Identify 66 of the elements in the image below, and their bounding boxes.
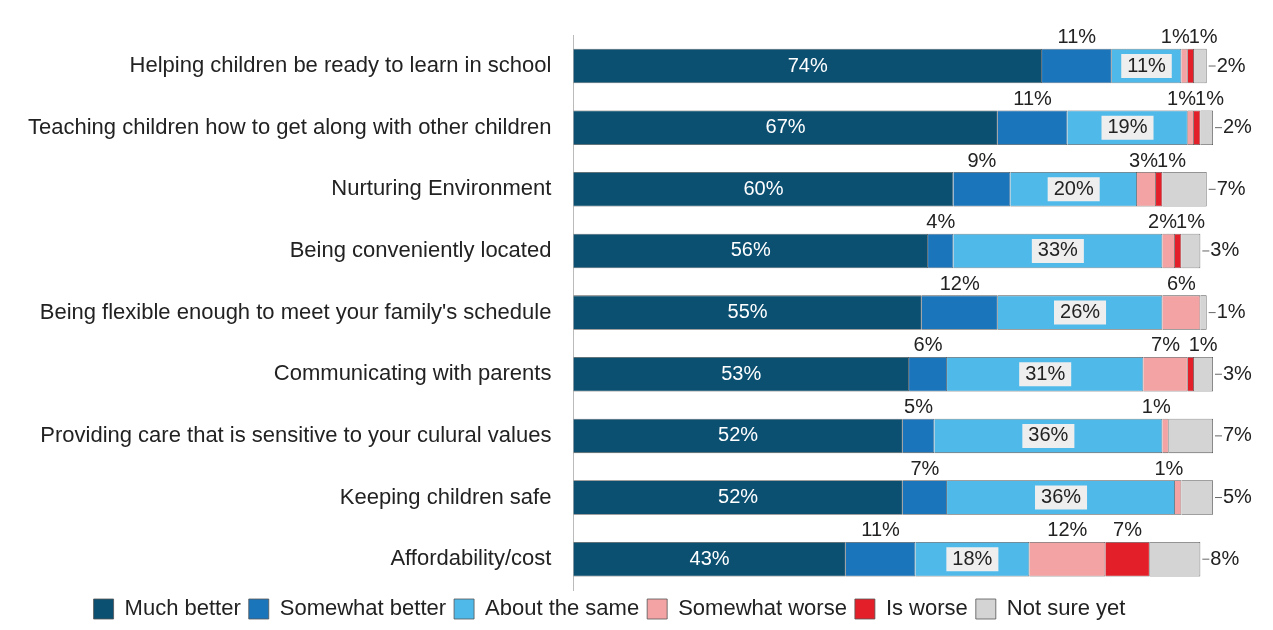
- y-tick-label: Teaching children how to get along with other children: [28, 113, 552, 139]
- legend-label: About the same: [485, 595, 640, 621]
- y-tick-label: Affordability/cost: [390, 545, 552, 571]
- y-tick-label: Being conveniently located: [289, 237, 552, 263]
- legend-label: Much better: [124, 595, 241, 621]
- data-label: 33%: [1037, 238, 1079, 261]
- data-label: 2%: [1223, 115, 1253, 138]
- data-label: 6%: [1166, 271, 1197, 294]
- data-label: 1%: [1167, 86, 1197, 109]
- y-tick-label: Communicating with parents: [273, 360, 552, 386]
- data-label: 7%: [1151, 333, 1181, 356]
- data-label: 1%: [1141, 395, 1171, 418]
- data-label: 52%: [718, 423, 759, 446]
- data-label: 1%: [1188, 25, 1218, 48]
- data-label: 11%: [1057, 25, 1097, 48]
- data-label: 1%: [1216, 300, 1246, 323]
- data-label: 1%: [1160, 25, 1190, 48]
- data-label: 1%: [1157, 148, 1187, 171]
- data-label: 9%: [967, 148, 997, 171]
- data-label: 7%: [910, 456, 940, 479]
- data-label: 43%: [689, 546, 730, 569]
- data-label: 67%: [765, 115, 806, 138]
- data-label: 31%: [1025, 361, 1066, 384]
- data-label: 56%: [730, 238, 771, 261]
- legend-label: Is worse: [885, 595, 968, 621]
- y-tick-label: Being flexible enough to meet your family's schedule: [39, 298, 552, 324]
- data-label: 6%: [913, 333, 943, 356]
- data-label: 26%: [1060, 300, 1101, 323]
- data-label: 3%: [1129, 148, 1159, 171]
- data-label: 8%: [1210, 546, 1240, 569]
- data-label: 4%: [926, 210, 956, 233]
- y-tick-label: Nurturing Environment: [331, 175, 552, 201]
- data-label: 60%: [743, 176, 784, 199]
- data-label: 74%: [787, 53, 828, 76]
- data-label: 7%: [1113, 518, 1143, 541]
- data-label: 11%: [861, 518, 901, 541]
- data-label: 1%: [1176, 210, 1206, 233]
- y-tick-label: Helping children be ready to learn in school: [129, 52, 552, 78]
- data-label: 36%: [1041, 485, 1082, 508]
- data-label: 19%: [1107, 115, 1148, 138]
- y-tick-label: Keeping children safe: [339, 483, 552, 509]
- data-label: 2%: [1216, 53, 1246, 76]
- data-label: 7%: [1216, 176, 1246, 199]
- data-label: 36%: [1028, 423, 1069, 446]
- legend-label: Somewhat worse: [678, 595, 847, 621]
- data-label: 12%: [939, 271, 980, 294]
- legend-label: Not sure yet: [1006, 595, 1126, 621]
- data-label: 53%: [721, 361, 762, 384]
- data-label: 5%: [1223, 485, 1253, 508]
- data-label: 7%: [1223, 423, 1253, 446]
- data-label: 11%: [1127, 53, 1166, 76]
- data-label: 20%: [1053, 176, 1094, 199]
- data-label: 2%: [1148, 210, 1178, 233]
- data-label: 1%: [1188, 333, 1218, 356]
- data-label: 52%: [718, 485, 759, 508]
- data-label: 11%: [1013, 86, 1053, 109]
- data-label: 12%: [1047, 518, 1088, 541]
- data-label: 55%: [727, 300, 768, 323]
- data-label: 5%: [904, 395, 934, 418]
- y-tick-label: Providing care that is sensitive to your culural values: [40, 421, 552, 447]
- data-label: 1%: [1154, 456, 1184, 479]
- data-label: 3%: [1223, 361, 1253, 384]
- legend-label: Somewhat better: [279, 595, 447, 621]
- data-label: 3%: [1210, 238, 1240, 261]
- data-label: 18%: [952, 546, 993, 569]
- data-label: 1%: [1195, 86, 1225, 109]
